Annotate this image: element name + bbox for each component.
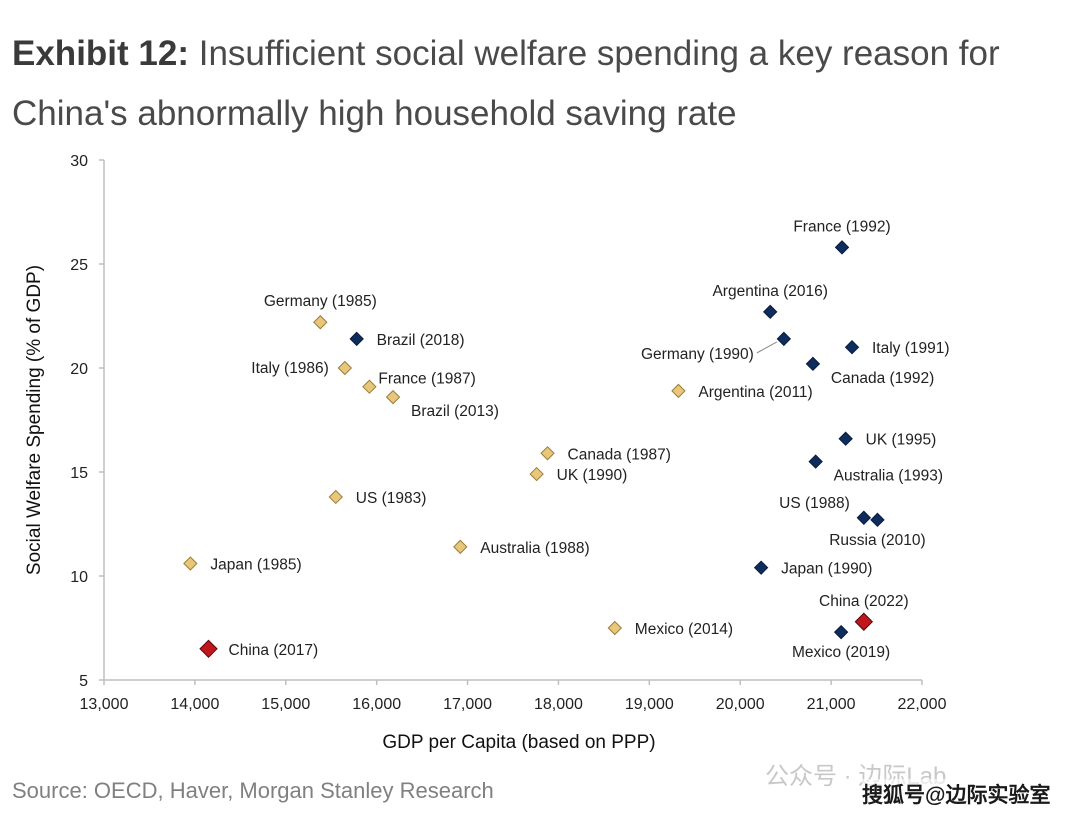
point-marker: [870, 512, 885, 528]
point-label: US (1988): [779, 495, 850, 512]
point-marker: [607, 620, 623, 636]
point-marker: [671, 383, 686, 399]
point-label: Japan (1985): [210, 557, 301, 574]
point-marker: [385, 389, 401, 405]
point-label: Russia (2010): [829, 532, 926, 549]
x-tick-label: 16,000: [352, 696, 401, 713]
x-tick-label: 15,000: [261, 696, 310, 713]
label-leader-line: [756, 341, 778, 354]
point-marker: [337, 360, 353, 376]
point-marker: [362, 379, 377, 394]
point-marker: [856, 510, 872, 525]
point-label: Canada (1987): [568, 446, 671, 463]
point-marker: [183, 556, 198, 571]
point-marker: [808, 454, 823, 469]
x-tick-label: 14,000: [170, 696, 219, 713]
x-tick-label: 19,000: [625, 696, 674, 713]
point-marker: [328, 489, 343, 505]
point-label: Canada (1992): [831, 370, 934, 387]
point-label: Brazil (2018): [377, 332, 465, 349]
point-label: Italy (1986): [251, 360, 329, 377]
y-tick-label: 5: [79, 673, 88, 690]
point-marker: [453, 539, 468, 555]
point-label: Argentina (2016): [712, 283, 827, 300]
point-marker: [763, 304, 778, 320]
point-label: Brazil (2013): [411, 403, 499, 420]
x-tick-label: 17,000: [443, 696, 492, 713]
y-axis-title: Social Welfare Spending (% of GDP): [24, 265, 45, 575]
point-marker: [199, 639, 218, 659]
point-marker: [540, 446, 555, 461]
point-label: China (2017): [229, 642, 319, 659]
point-marker: [753, 560, 769, 575]
point-label: Mexico (2014): [635, 621, 733, 638]
point-marker: [776, 331, 792, 347]
source-note: Source: OECD, Haver, Morgan Stanley Rese…: [12, 778, 494, 803]
point-label: China (2022): [819, 593, 909, 610]
point-label: Japan (1990): [781, 561, 872, 578]
point-marker: [805, 356, 821, 372]
y-tick-label: 15: [70, 465, 88, 482]
point-label: France (1992): [793, 218, 890, 235]
exhibit-number: Exhibit 12:: [12, 34, 189, 73]
x-tick-label: 20,000: [716, 696, 765, 713]
point-label: US (1983): [356, 490, 427, 507]
x-tick-label: 22,000: [898, 696, 947, 713]
point-marker: [834, 240, 850, 255]
point-label: Mexico (2019): [792, 644, 890, 661]
point-label: UK (1995): [866, 432, 937, 449]
x-tick-label: 13,000: [80, 696, 129, 713]
point-marker: [313, 315, 328, 330]
exhibit-title: Exhibit 12: Insufficient social welfare …: [12, 24, 1072, 144]
y-tick-label: 10: [70, 569, 88, 586]
point-label: France (1987): [378, 371, 475, 388]
point-label: Australia (1993): [834, 468, 943, 485]
y-tick-label: 20: [70, 361, 88, 378]
point-label: Argentina (2011): [698, 384, 812, 401]
watermark-bottom: 搜狐号@边际实验室: [862, 779, 1051, 809]
point-marker: [833, 624, 849, 640]
point-marker: [844, 339, 860, 355]
point-marker: [349, 331, 364, 347]
point-label: Germany (1990): [641, 346, 754, 363]
point-label: Italy (1991): [872, 340, 950, 357]
point-marker: [529, 466, 544, 482]
point-marker: [854, 612, 874, 631]
point-label: Australia (1988): [480, 540, 589, 557]
point-marker: [838, 431, 853, 446]
exhibit-title-text: Insufficient social welfare spending a k…: [12, 34, 1000, 133]
point-label: UK (1990): [557, 467, 628, 484]
y-tick-label: 30: [70, 153, 88, 170]
x-tick-label: 21,000: [807, 696, 856, 713]
x-tick-label: 18,000: [534, 696, 583, 713]
x-axis-title: GDP per Capita (based on PPP): [382, 732, 655, 753]
y-tick-label: 25: [70, 257, 88, 274]
point-label: Germany (1985): [264, 293, 377, 310]
